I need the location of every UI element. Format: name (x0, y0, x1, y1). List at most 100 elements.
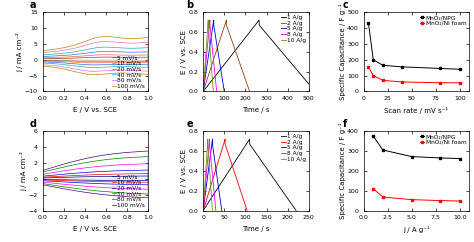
1 A/g (293, 209, 299, 212)
10 A/g (206, 26, 211, 29)
5 A/g (218, 204, 224, 207)
10 mV/s (92, 61, 98, 64)
50 mV/s (146, 162, 151, 165)
1 A/g (247, 138, 253, 141)
40 mV/s (40, 53, 46, 56)
Y-axis label: j / mA cm⁻²: j / mA cm⁻² (20, 151, 27, 191)
5 mV/s (146, 174, 151, 177)
MnO₂/NPG (380, 64, 386, 67)
Line: 8 A/g: 8 A/g (203, 20, 217, 91)
Legend: 1 A/g, 2 A/g, 5 A/g, 8 A/g, 10 A/g: 1 A/g, 2 A/g, 5 A/g, 8 A/g, 10 A/g (281, 134, 306, 162)
20 mV/s (40, 55, 46, 58)
Line: 5 mV/s: 5 mV/s (43, 176, 148, 181)
80 mV/s (92, 70, 98, 73)
5 A/g (210, 145, 216, 148)
Y-axis label: E / V vs. SCE: E / V vs. SCE (181, 149, 187, 193)
MnO₂/Ni foam (370, 187, 376, 190)
8 A/g (213, 85, 219, 88)
5 mV/s (131, 175, 137, 178)
1 A/g (227, 56, 232, 59)
MnO₂/NPG (370, 58, 376, 61)
2 A/g (223, 145, 229, 148)
1 A/g (222, 62, 228, 65)
100 mV/s (40, 169, 46, 172)
Y-axis label: E / V vs. SCE: E / V vs. SCE (181, 30, 187, 74)
Legend: 1 A/g, 2 A/g, 5 A/g, 8 A/g, 10 A/g: 1 A/g, 2 A/g, 5 A/g, 8 A/g, 10 A/g (281, 15, 306, 43)
2 A/g (201, 90, 206, 93)
2 A/g (228, 37, 234, 40)
10 mV/s (68, 174, 73, 177)
10 mV/s (40, 56, 46, 59)
40 mV/s (103, 46, 109, 49)
20 mV/s (75, 172, 81, 174)
8 A/g (203, 62, 209, 65)
5 mV/s (40, 59, 46, 62)
2 A/g (222, 138, 228, 141)
8 A/g (207, 26, 213, 29)
Text: b: b (186, 0, 193, 10)
2 A/g (201, 209, 206, 212)
5 mV/s (68, 176, 73, 179)
8 A/g (213, 81, 219, 83)
5 mV/s (111, 56, 117, 59)
5 A/g (221, 90, 227, 93)
50 mV/s (68, 168, 73, 171)
80 mV/s (140, 69, 146, 72)
100 mV/s (111, 152, 117, 155)
8 A/g (212, 204, 218, 207)
10 A/g (201, 90, 206, 93)
2 A/g (211, 56, 217, 59)
2 A/g (247, 90, 253, 93)
100 mV/s (111, 36, 117, 38)
MnO₂/NPG (409, 155, 414, 158)
MnO₂/NPG (438, 67, 443, 70)
100 mV/s (103, 35, 109, 38)
20 mV/s (40, 179, 46, 182)
100 mV/s (131, 151, 137, 153)
20 mV/s (92, 63, 98, 66)
100 mV/s (40, 65, 46, 68)
8 A/g (213, 209, 219, 212)
Y-axis label: Specific Capacitance / F g⁻¹: Specific Capacitance / F g⁻¹ (338, 122, 346, 219)
Line: 1 A/g: 1 A/g (203, 139, 296, 211)
2 A/g (227, 156, 232, 159)
MnO₂/NPG (380, 149, 386, 151)
100 mV/s (140, 196, 146, 199)
Text: d: d (30, 119, 37, 129)
5 mV/s (40, 178, 46, 181)
5 mV/s (140, 179, 146, 182)
40 mV/s (140, 66, 146, 68)
10 mV/s (103, 53, 109, 56)
10 A/g (201, 209, 206, 212)
X-axis label: E / V vs. SCE: E / V vs. SCE (73, 226, 118, 232)
10 mV/s (131, 172, 137, 175)
100 mV/s (136, 196, 141, 199)
Line: 10 A/g: 10 A/g (203, 20, 213, 91)
5 A/g (211, 156, 217, 159)
5 A/g (219, 209, 225, 212)
100 mV/s (92, 73, 98, 76)
1 A/g (287, 200, 292, 203)
2 A/g (241, 200, 247, 203)
Text: f: f (343, 119, 347, 129)
100 mV/s (68, 45, 73, 48)
Line: MnO₂/NPG: MnO₂/NPG (367, 22, 461, 71)
5 A/g (210, 138, 215, 141)
100 mV/s (140, 73, 146, 76)
80 mV/s (40, 51, 46, 54)
2 A/g (244, 209, 250, 212)
MnO₂/Ni foam (457, 200, 463, 203)
5 mV/s (40, 57, 46, 60)
5 mV/s (111, 175, 117, 178)
1 A/g (308, 85, 313, 88)
1 A/g (304, 81, 310, 83)
50 mV/s (136, 188, 141, 190)
40 mV/s (68, 51, 73, 54)
MnO₂/Ni foam (438, 199, 443, 202)
X-axis label: j / A g⁻¹: j / A g⁻¹ (403, 226, 430, 233)
2 A/g (243, 204, 248, 207)
20 mV/s (146, 169, 151, 172)
5 mV/s (136, 179, 141, 182)
5 A/g (201, 90, 206, 93)
1 A/g (268, 37, 273, 40)
